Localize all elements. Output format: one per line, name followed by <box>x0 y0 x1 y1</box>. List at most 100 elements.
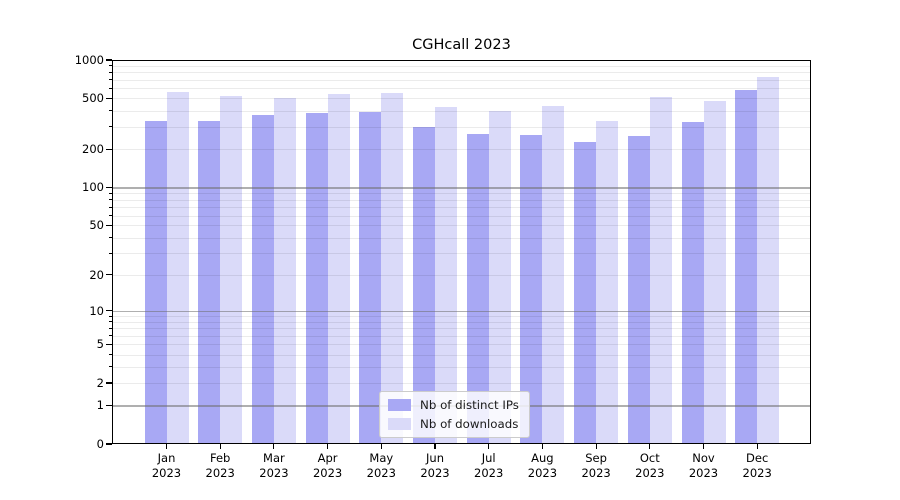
y-tick-mark <box>106 443 112 445</box>
x-tick-mark <box>434 444 436 449</box>
gridline-minor <box>112 110 811 112</box>
x-tick-label-dec: Dec 2023 <box>729 451 785 481</box>
gridline-minor <box>112 207 811 209</box>
y-minor-tick-mark <box>108 192 112 194</box>
bar-downloads-may <box>381 93 404 444</box>
bar-downloads-apr <box>327 94 350 444</box>
bar-downloads-sep <box>596 121 619 444</box>
gridline-minor <box>112 98 811 100</box>
y-minor-tick-mark <box>108 215 112 216</box>
y-minor-tick-mark <box>108 354 112 356</box>
bar-distinct-ips-oct <box>627 135 650 444</box>
y-minor-tick-mark <box>108 199 112 201</box>
y-tick-label: 100 <box>82 180 104 195</box>
x-tick-mark <box>219 444 221 449</box>
x-tick-month: Jul <box>481 451 496 465</box>
y-minor-tick-mark <box>108 110 112 112</box>
gridline-major <box>112 310 811 312</box>
gridline-minor <box>112 366 811 368</box>
gridline-minor <box>112 225 811 227</box>
gridline-minor <box>112 149 811 151</box>
bar-distinct-ips-mar <box>251 115 274 444</box>
x-tick-month: Nov <box>692 451 715 465</box>
x-tick-label-jan: Jan 2023 <box>139 451 195 481</box>
x-tick-mark <box>327 444 329 449</box>
legend-swatch-distinct-ips-icon <box>388 399 411 411</box>
y-minor-tick-mark <box>108 148 112 150</box>
bar-downloads-jan <box>166 91 189 444</box>
gridline-minor <box>112 274 811 276</box>
gridline-minor <box>112 199 811 201</box>
x-tick-label-sep: Sep 2023 <box>568 451 624 481</box>
x-tick-month: May <box>369 451 394 465</box>
gridline-minor <box>112 79 811 81</box>
y-tick-label: 10 <box>89 303 104 318</box>
bar-distinct-ips-sep <box>574 141 597 444</box>
y-tick-label: 500 <box>82 91 104 106</box>
y-minor-tick-mark <box>108 97 112 99</box>
x-tick-mark <box>165 444 168 449</box>
legend-swatch-downloads-icon <box>388 418 411 430</box>
gridline-major <box>112 187 811 189</box>
legend: Nb of distinct IPs Nb of downloads <box>379 391 530 438</box>
x-tick-year: 2023 <box>259 466 289 480</box>
y-minor-tick-mark <box>108 335 112 337</box>
y-tick-label: 50 <box>89 218 104 233</box>
x-tick-mark <box>488 444 490 449</box>
y-minor-tick-mark <box>108 126 112 128</box>
x-tick-label-may: May 2023 <box>353 451 409 481</box>
x-tick-label-jun: Jun 2023 <box>407 451 463 481</box>
bar-distinct-ips-aug <box>520 135 543 444</box>
bar-distinct-ips-jun <box>413 126 435 444</box>
x-tick-year: 2023 <box>312 466 343 480</box>
x-tick-label-jul: Jul 2023 <box>461 451 517 481</box>
x-tick-label-apr: Apr 2023 <box>300 451 356 481</box>
legend-item-downloads: Nb of downloads <box>388 416 519 432</box>
y-minor-tick-mark <box>108 206 112 208</box>
bar-distinct-ips-jul <box>466 134 489 444</box>
y-tick-label: 1 <box>96 398 104 413</box>
y-minor-tick-mark <box>108 327 112 329</box>
x-tick-mark <box>273 444 275 449</box>
y-minor-tick-mark <box>108 382 112 384</box>
y-tick-label: 0 <box>96 437 104 451</box>
x-tick-mark <box>756 444 758 449</box>
x-tick-mark <box>595 444 597 449</box>
gridline-minor <box>112 321 811 323</box>
y-tick-label: 20 <box>89 267 104 282</box>
y-minor-tick-mark <box>108 321 112 323</box>
y-minor-tick-mark <box>108 224 112 226</box>
x-tick-mark <box>649 444 651 449</box>
bar-downloads-nov <box>703 100 726 444</box>
x-tick-year: 2023 <box>205 466 235 480</box>
bar-downloads-mar <box>273 97 296 444</box>
x-tick-month: Oct <box>639 451 660 465</box>
x-tick-mark <box>702 444 705 449</box>
gridline-minor <box>112 215 811 217</box>
bar-distinct-ips-nov <box>681 121 704 444</box>
gridline-minor <box>112 382 811 384</box>
y-minor-tick-mark <box>108 252 112 254</box>
bar-downloads-jun <box>435 107 457 444</box>
bar-downloads-aug <box>542 106 565 444</box>
x-tick-mark <box>541 444 543 449</box>
x-tick-year: 2023 <box>742 466 772 480</box>
gridline-minor <box>112 344 811 346</box>
gridline-minor <box>112 253 811 255</box>
y-minor-tick-mark <box>108 237 112 239</box>
chart-title: CGHcall 2023 <box>412 37 511 53</box>
x-tick-month: Apr <box>317 451 338 465</box>
y-tick-mark <box>106 186 112 189</box>
bar-distinct-ips-jan <box>144 120 167 444</box>
bar-distinct-ips-apr <box>305 113 328 444</box>
gridline-minor <box>112 72 811 74</box>
gridline-minor <box>112 65 811 67</box>
legend-item-distinct-ips: Nb of distinct IPs <box>388 397 519 413</box>
gridline-minor <box>112 88 811 90</box>
x-tick-year: 2023 <box>527 466 558 480</box>
y-tick-label: 200 <box>82 142 104 157</box>
y-minor-tick-mark <box>108 71 112 73</box>
x-tick-month: Jun <box>426 451 444 465</box>
gridline-minor <box>112 316 811 318</box>
y-minor-tick-mark <box>108 87 112 89</box>
